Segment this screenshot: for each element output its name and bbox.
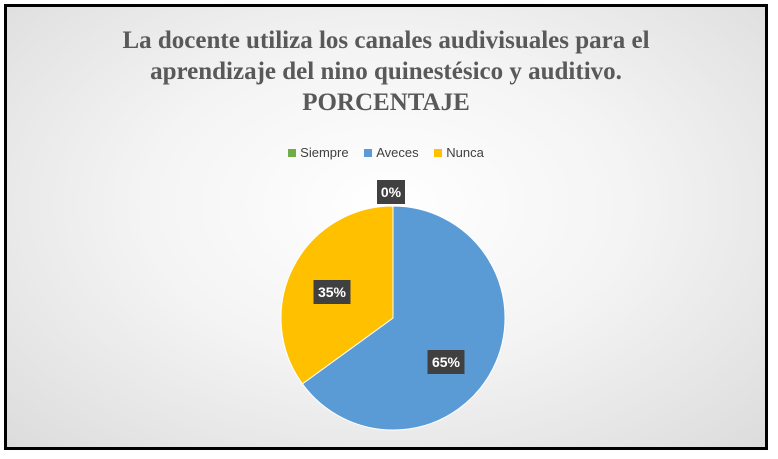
chart-title-line-3: PORCENTAJE: [302, 89, 470, 116]
legend-item-nunca: Nunca: [434, 145, 484, 160]
data-label-text: 0%: [381, 184, 402, 200]
chart-frame: La docente utiliza los canales audivisua…: [4, 4, 768, 450]
data-label-text: 65%: [432, 354, 461, 370]
legend-swatch-nunca: [434, 148, 443, 157]
legend-swatch-aveces: [364, 148, 373, 157]
chart-title-line-2: aprendizaje del nino quinestésico y audi…: [150, 58, 622, 85]
data-label-box: [377, 180, 405, 204]
legend-label-siempre: Siempre: [300, 145, 349, 160]
data-label-siempre: 0%: [377, 180, 405, 204]
legend-item-aveces: Aveces: [364, 145, 419, 160]
legend-item-siempre: Siempre: [288, 145, 349, 160]
chart-legend: Siempre Aveces Nunca: [7, 145, 765, 160]
legend-swatch-siempre: [288, 148, 297, 157]
data-label-box: [313, 280, 351, 304]
legend-label-aveces: Aveces: [376, 145, 419, 160]
data-label-aveces: 65%: [427, 350, 465, 374]
legend-label-nunca: Nunca: [446, 145, 484, 160]
pie-chart: 0% 65% 35%: [280, 180, 506, 431]
data-label-box: [427, 350, 465, 374]
chart-title: La docente utiliza los canales audivisua…: [7, 25, 765, 118]
data-label-text: 35%: [318, 284, 347, 300]
data-label-nunca: 35%: [313, 280, 351, 304]
chart-title-line-1: La docente utiliza los canales audivisua…: [122, 27, 650, 54]
